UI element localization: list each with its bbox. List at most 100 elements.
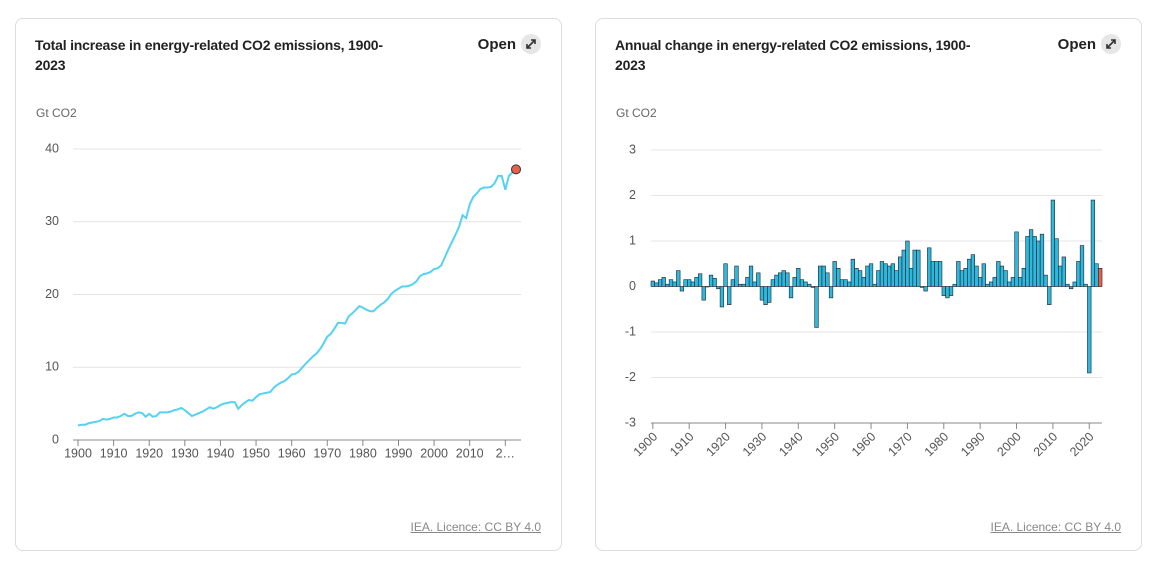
- bar: [799, 279, 805, 287]
- open-label[interactable]: Open: [477, 35, 516, 53]
- bar: [694, 277, 699, 287]
- open-icon[interactable]: [521, 34, 541, 54]
- card: Gt CO2 -3 -2 -1 0 1 2 3 1900 1910 1920 1930 1940 1950…: [595, 18, 1142, 551]
- bar: [1083, 283, 1088, 287]
- bar: [770, 279, 775, 287]
- bar: [668, 279, 674, 287]
- x-tick-label: 1920: [135, 446, 163, 460]
- bar: [879, 261, 885, 287]
- x-tick-label: 1980: [922, 430, 952, 460]
- bar: [1068, 286, 1074, 290]
- bar: [1039, 233, 1045, 287]
- bar: [887, 265, 892, 287]
- x-tick-label: 1990: [385, 446, 413, 460]
- bar: [756, 272, 761, 287]
- bar: [679, 286, 685, 292]
- bar: [796, 268, 801, 287]
- bar: [1032, 236, 1037, 287]
- bar: [708, 274, 714, 287]
- x-tick-label: 1970: [313, 446, 341, 460]
- bar: [661, 277, 666, 287]
- x-tick-label: 1910: [100, 446, 128, 460]
- bar: [657, 279, 663, 287]
- x-tick-label: 1920: [703, 430, 733, 460]
- bar: [1018, 277, 1023, 287]
- bar: [719, 286, 725, 308]
- bar: [970, 254, 976, 287]
- bar: [1087, 286, 1092, 374]
- bar: [774, 274, 779, 287]
- bar: [930, 261, 935, 287]
- bar: [981, 263, 986, 287]
- bar: [1028, 229, 1034, 287]
- bar: [952, 283, 957, 287]
- bar: [727, 286, 732, 306]
- bar: [1047, 286, 1052, 306]
- bar: [752, 281, 757, 287]
- bar: [1090, 199, 1096, 287]
- bar: [767, 286, 772, 303]
- bar: [978, 277, 983, 287]
- bar: [941, 286, 946, 296]
- y-tick-label: 10: [45, 360, 59, 374]
- bar: [785, 272, 790, 287]
- chart-title: Total increase in energy-related CO2 emi…: [35, 37, 383, 73]
- open-label[interactable]: Open: [1057, 35, 1096, 53]
- bar: [1007, 281, 1012, 287]
- bar: [1043, 274, 1048, 287]
- bar: [854, 268, 859, 287]
- chart-title: Annual change in energy-related CO2 emis…: [615, 37, 971, 73]
- bar: [839, 279, 845, 287]
- bar: [919, 286, 925, 288]
- bar: [665, 283, 670, 287]
- bar: [847, 281, 852, 287]
- y-tick-label: 0: [52, 432, 59, 446]
- bar: [883, 263, 888, 287]
- bar: [836, 268, 841, 287]
- bar: [890, 263, 895, 287]
- x-tick-label: 1950: [242, 446, 270, 460]
- bar: [923, 286, 928, 292]
- x-tick-label: 1950: [813, 430, 843, 460]
- open-button[interactable]: Open: [478, 34, 541, 54]
- bar: [1021, 268, 1026, 287]
- y-tick-label: 3: [629, 142, 636, 156]
- bar: [748, 265, 754, 287]
- x-tick-label: 1910: [667, 430, 697, 460]
- bar: [1094, 263, 1099, 287]
- y-axis-label: Gt CO2: [616, 106, 657, 120]
- bar: [868, 263, 874, 287]
- bar: [730, 279, 735, 287]
- x-tick-label: 1970: [885, 430, 915, 460]
- bar: [901, 249, 906, 287]
- chart: Gt CO2 0 10 20 30 40 1900 1910 1920 1930 1940 1950 1…: [36, 106, 521, 460]
- card: Gt CO2 0 10 20 30 40 1900 1910 1920 1930 1940 1950 1…: [15, 18, 562, 551]
- y-tick-label: 30: [45, 214, 59, 228]
- bar: [956, 261, 961, 287]
- bar: [1025, 236, 1030, 287]
- bar: [1014, 231, 1019, 287]
- bar: [741, 283, 746, 287]
- open-icon[interactable]: [1101, 34, 1121, 54]
- bar: [672, 281, 677, 287]
- x-tick-label: 2020: [1067, 430, 1097, 460]
- bar: [963, 268, 968, 287]
- open-button[interactable]: Open: [1058, 34, 1121, 54]
- bar: [814, 286, 819, 328]
- y-tick-label: 1: [629, 233, 636, 247]
- y-tick-label: -2: [625, 370, 636, 384]
- bar: [701, 286, 706, 301]
- bar: [828, 286, 834, 299]
- source-link[interactable]: IEA. Licence: CC BY 4.0: [410, 520, 541, 534]
- bar: [759, 286, 765, 301]
- bar: [1050, 199, 1056, 287]
- bar: [821, 265, 826, 287]
- bar: [825, 272, 830, 287]
- bar: [792, 277, 797, 287]
- bar: [654, 282, 659, 287]
- bar: [697, 273, 703, 287]
- bar: [683, 279, 688, 287]
- bar: [650, 280, 655, 287]
- source-link[interactable]: IEA. Licence: CC BY 4.0: [990, 520, 1121, 534]
